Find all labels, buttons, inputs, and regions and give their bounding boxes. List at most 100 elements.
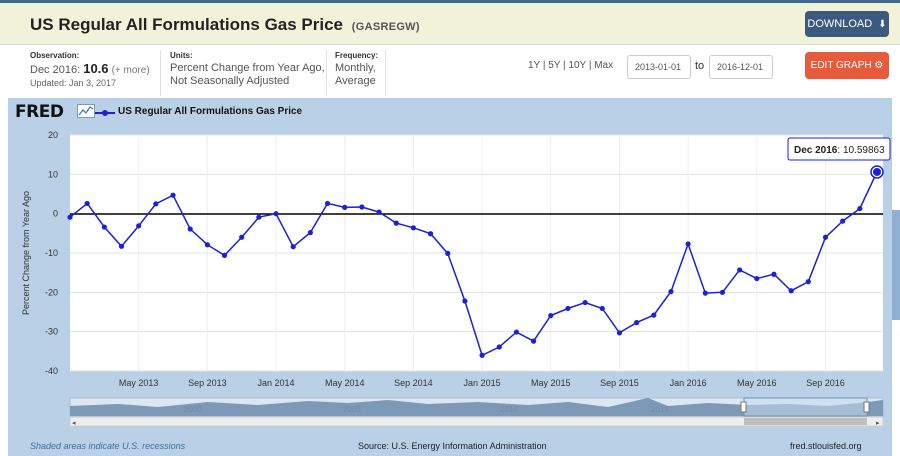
start-date-input[interactable]: 2013-01-01	[627, 55, 691, 79]
data-point	[685, 241, 691, 247]
frequency-block: Frequency: Monthly, Average	[335, 51, 378, 88]
units-block: Units: Percent Change from Year Ago, Not…	[170, 51, 325, 88]
top-accent-line	[0, 0, 900, 3]
range-5y[interactable]: 5Y	[548, 60, 561, 71]
data-point	[496, 344, 502, 350]
navigator-year: 2000	[184, 405, 202, 414]
navigator-handle-right[interactable]	[863, 401, 870, 413]
data-point	[153, 201, 159, 207]
x-tick-label: Sep 2015	[600, 378, 639, 388]
info-divider	[385, 50, 386, 96]
data-point	[737, 267, 743, 273]
observation-value: 10.6	[83, 61, 109, 76]
data-point	[67, 214, 73, 220]
units-label: Units:	[170, 51, 193, 60]
navigator-year: 2010	[500, 405, 518, 414]
data-point	[221, 252, 228, 258]
page-side-scrollbar[interactable]	[892, 210, 900, 320]
data-point	[702, 290, 708, 296]
data-point	[376, 209, 382, 215]
y-tick-label: 10	[48, 169, 58, 179]
data-point	[462, 298, 468, 304]
range-1y[interactable]: 1Y	[528, 60, 541, 71]
edit-graph-label: EDIT GRAPH	[810, 60, 872, 71]
x-tick-label: Jan 2014	[258, 378, 295, 388]
scroll-left-arrow-icon[interactable]: ◂	[72, 419, 76, 427]
data-point	[342, 204, 348, 210]
series-info-bar: Observation: Dec 2016: 10.6 (+ more) Upd…	[0, 46, 900, 98]
x-tick-label: May 2014	[325, 378, 365, 388]
data-point	[393, 220, 399, 226]
observation-block: Observation: Dec 2016: 10.6 (+ more) Upd…	[30, 51, 150, 90]
data-point	[84, 200, 90, 207]
download-button-label: DOWNLOAD	[807, 18, 873, 30]
x-tick-label: Sep 2014	[394, 378, 433, 388]
data-point	[445, 250, 451, 256]
updated-date: Updated: Jan 3, 2017	[30, 78, 117, 88]
x-tick-label: Jan 2015	[464, 378, 501, 388]
series-header: US Regular All Formulations Gas Price (G…	[0, 3, 900, 45]
data-point	[873, 167, 881, 176]
x-tick-label: May 2015	[531, 378, 571, 388]
scrollbar-track	[69, 416, 884, 427]
y-tick-label: -10	[45, 248, 58, 258]
end-date-input[interactable]: 2016-12-01	[709, 55, 773, 79]
edit-graph-button[interactable]: EDIT GRAPH ⚙	[805, 52, 889, 79]
range-10y[interactable]: 10Y	[568, 60, 587, 71]
data-point	[101, 224, 107, 230]
navigator-handle-left[interactable]	[740, 401, 747, 413]
download-button[interactable]: DOWNLOAD ⬇	[805, 11, 889, 37]
range-selector: 1Y | 5Y | 10Y | Max	[528, 60, 614, 71]
x-tick-label: May 2013	[119, 378, 159, 388]
observation-more-link[interactable]: (+ more)	[111, 65, 150, 76]
legend-series-name: US Regular All Formulations Gas Price	[118, 106, 303, 117]
data-point	[273, 211, 279, 217]
x-tick-label: May 2016	[737, 378, 777, 388]
data-point	[204, 242, 210, 248]
fred-logo: FRED	[15, 102, 64, 122]
data-point	[118, 243, 125, 249]
x-tick-label: Jan 2016	[670, 378, 707, 388]
frequency-line-1: Monthly,	[335, 62, 376, 74]
navigator-year: 2005	[343, 405, 361, 414]
x-tick-label: Sep 2013	[188, 378, 227, 388]
fred-chart-icon	[77, 104, 95, 118]
date-range-to-label: to	[695, 60, 705, 72]
series-title-text: US Regular All Formulations Gas Price	[30, 15, 344, 34]
units-line-1: Percent Change from Year Ago,	[170, 62, 325, 74]
x-axis-ticks: May 2013 Sep 2013 Jan 2014 May 2014 Sep 2014…	[119, 378, 845, 388]
data-point	[651, 312, 657, 318]
data-point	[136, 223, 142, 229]
series-line	[69, 171, 878, 357]
info-divider	[326, 50, 327, 96]
fred-url-link[interactable]: fred.stlouisfed.org	[790, 441, 862, 451]
scrollbar-thumb[interactable]	[744, 418, 867, 425]
scroll-right-arrow-icon[interactable]: ▸	[876, 419, 880, 427]
download-icon: ⬇	[878, 19, 887, 30]
tooltip-label: Dec 2016	[794, 145, 838, 156]
data-point	[513, 329, 520, 335]
y-axis-label: Percent Change from Year Ago	[21, 191, 31, 315]
range-max[interactable]: Max	[594, 60, 614, 71]
data-point	[359, 204, 365, 210]
tooltip-text: Dec 2016: 10.59863	[794, 145, 885, 156]
data-point	[548, 312, 554, 319]
y-tick-label: 0	[53, 209, 58, 219]
data-point	[290, 244, 296, 250]
horizontal-scrollbar[interactable]: ◂ ▸	[69, 416, 884, 427]
data-point	[256, 214, 262, 220]
data-point	[565, 305, 571, 312]
data-point	[788, 288, 794, 294]
info-divider	[160, 50, 161, 96]
tooltip: Dec 2016: 10.59863	[787, 137, 891, 161]
frequency-label: Frequency:	[335, 51, 379, 60]
data-point	[187, 226, 193, 232]
data-point	[857, 205, 863, 212]
y-tick-label: -40	[45, 366, 58, 376]
data-point	[771, 271, 777, 277]
navigator-selection[interactable]	[743, 397, 868, 417]
data-point	[668, 288, 674, 295]
range-navigator[interactable]: 2000 2005 2010 2015	[69, 397, 884, 417]
data-point	[599, 305, 605, 312]
